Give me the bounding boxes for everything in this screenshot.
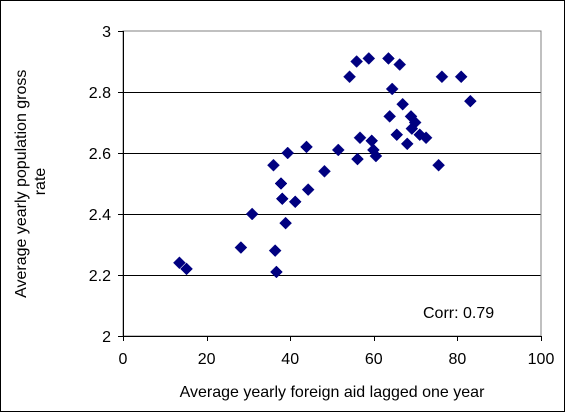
correlation-annotation: Corr: 0.79 — [423, 305, 494, 322]
data-point — [383, 110, 397, 123]
y-axis-title: Average yearly population gross rate — [13, 65, 49, 298]
y-tick-label: 3 — [102, 24, 111, 41]
data-point — [454, 70, 468, 84]
y-tick-label: 2 — [102, 329, 111, 346]
tick-labels: 0 20 40 60 80 100 2 2.2 2.4 2.6 2.8 3 — [89, 24, 555, 368]
data-point — [464, 94, 477, 108]
data-point — [300, 140, 313, 154]
data-point — [301, 183, 315, 196]
x-tick-label: 80 — [449, 351, 467, 368]
data-point — [350, 55, 364, 68]
data-point — [400, 137, 414, 151]
y-axis-title-line-1: Average yearly population gross — [13, 70, 30, 298]
data-point — [180, 262, 193, 276]
data-point — [353, 131, 367, 145]
data-point — [390, 128, 404, 142]
data-point — [331, 143, 345, 157]
data-point — [385, 82, 399, 96]
data-point — [351, 152, 364, 166]
data-point — [318, 164, 331, 178]
data-point — [267, 158, 280, 172]
data-point — [288, 195, 302, 209]
x-tick-label: 60 — [365, 351, 383, 368]
y-axis-title-line-2: rate — [32, 168, 49, 196]
data-point — [408, 116, 422, 129]
x-tick-label: 100 — [528, 351, 555, 368]
x-tick-label: 20 — [198, 351, 216, 368]
y-tick-label: 2.2 — [89, 268, 111, 285]
data-point — [281, 146, 295, 160]
data-point — [432, 158, 445, 172]
x-tick-label: 40 — [281, 351, 299, 368]
data-point — [362, 52, 376, 65]
x-axis-title: Average yearly foreign aid lagged one ye… — [180, 384, 485, 401]
data-points — [173, 52, 477, 279]
y-tick-label: 2.8 — [89, 85, 111, 102]
data-point — [275, 192, 289, 206]
plot-area — [122, 30, 542, 337]
data-point — [245, 207, 259, 221]
data-point — [270, 265, 283, 279]
y-tick-label: 2.6 — [89, 146, 111, 163]
data-point — [369, 149, 383, 163]
data-point — [393, 58, 407, 71]
data-point — [268, 244, 282, 257]
data-point — [343, 70, 356, 84]
data-point — [365, 134, 379, 148]
grid-lines — [123, 92, 541, 276]
y-tick-label: 2.4 — [89, 207, 111, 224]
data-point — [396, 97, 409, 111]
data-point — [435, 70, 449, 84]
data-point — [382, 52, 395, 65]
data-point — [173, 256, 186, 270]
data-point — [419, 131, 433, 145]
data-point — [274, 177, 288, 190]
data-point — [234, 241, 248, 254]
data-point — [279, 216, 292, 230]
x-tick-label: 0 — [119, 351, 128, 368]
axes — [118, 31, 542, 341]
